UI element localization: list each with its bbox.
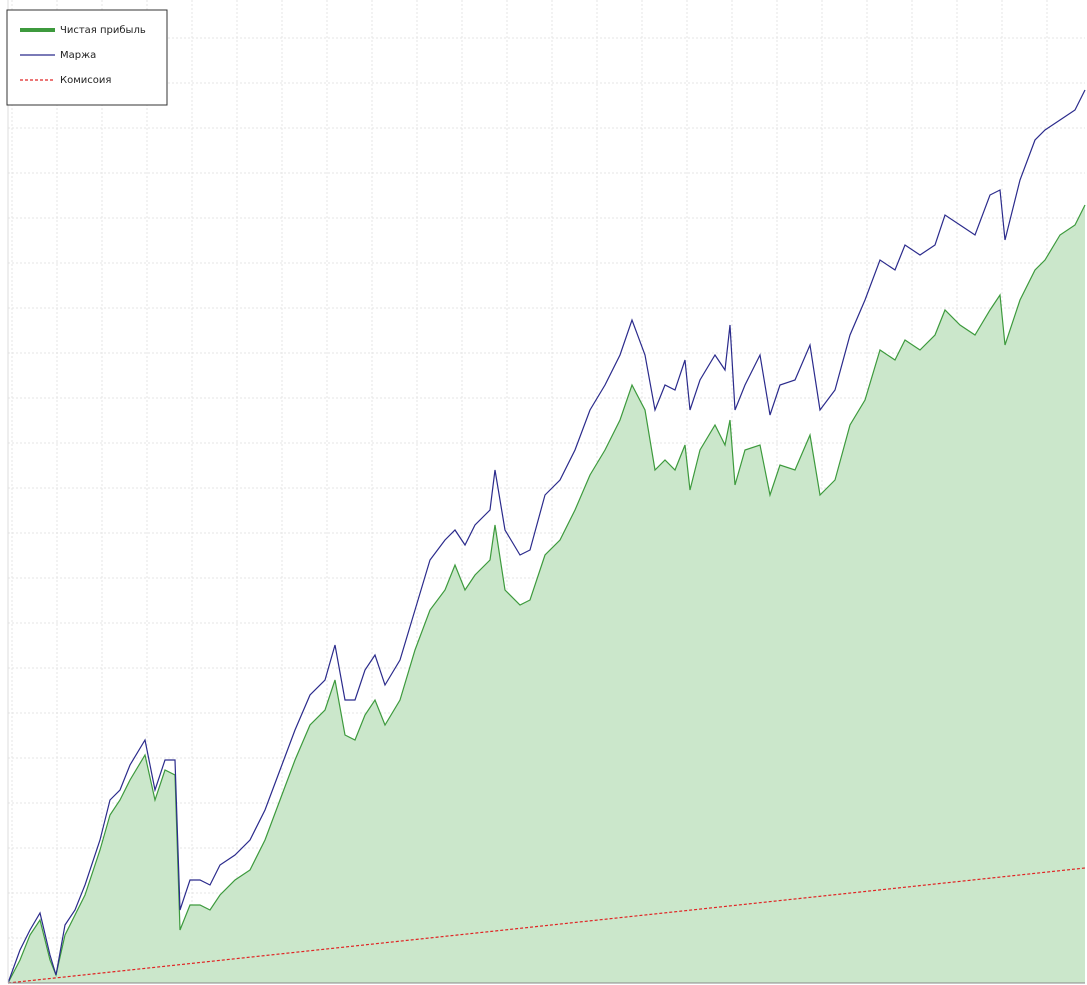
legend-label: Маржа xyxy=(60,50,96,61)
line xyxy=(7,89,1086,984)
line xyxy=(7,204,1086,984)
area xyxy=(8,205,1085,983)
legend: Чистая прибыль Маржа Комисоия xyxy=(6,9,168,106)
legend-label: Комисоия xyxy=(60,75,111,86)
legend-label: Чистая прибыль xyxy=(60,25,146,36)
line xyxy=(7,867,1086,984)
legend-box xyxy=(6,9,168,106)
plot xyxy=(7,89,1086,984)
